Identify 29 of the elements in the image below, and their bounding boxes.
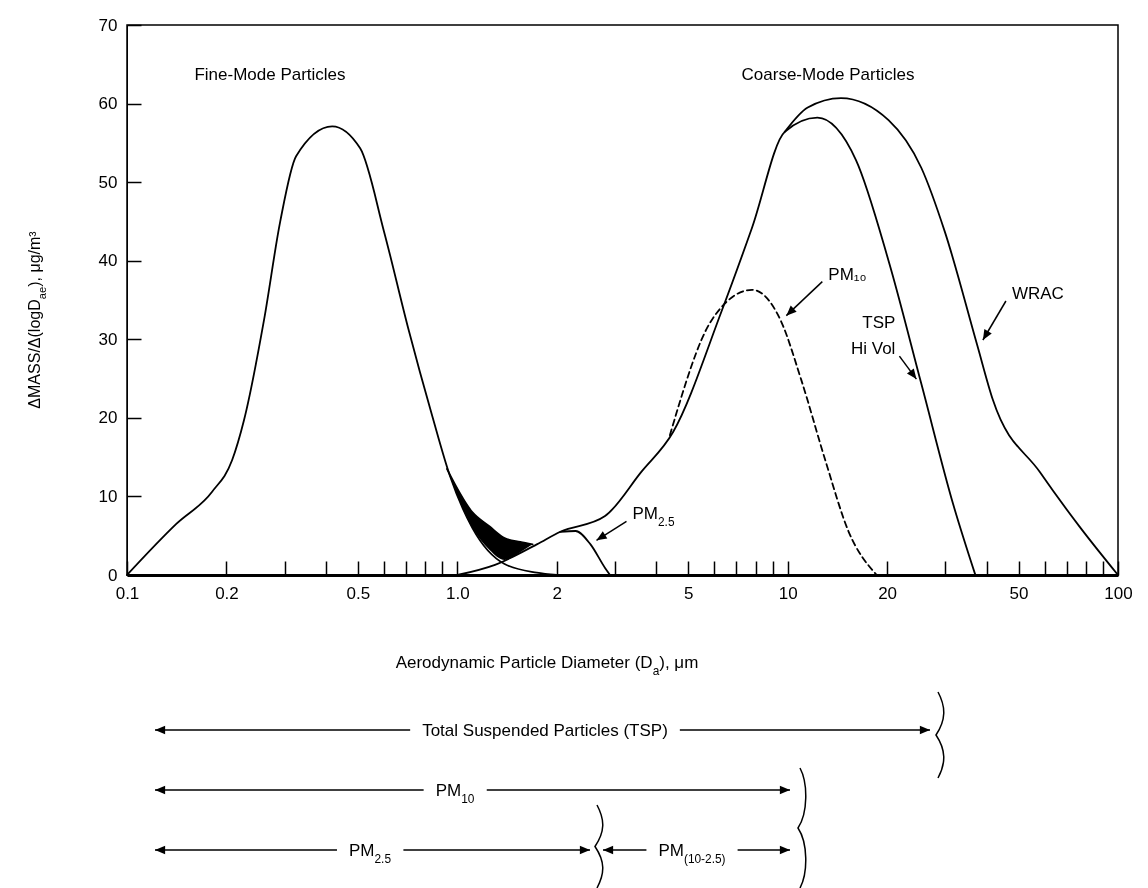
text: PM$_{2.5}$: [632, 504, 675, 530]
text: WRAC: [1011, 284, 1064, 303]
x-tick-label: 100: [1104, 583, 1133, 603]
annotation: Fine-Mode Particles: [194, 65, 346, 84]
y-tick-label: 50: [98, 172, 118, 192]
x-tick-label: 2: [552, 583, 563, 603]
x-tick-label: 1.0: [446, 583, 470, 603]
y-tick-label: 40: [98, 251, 118, 271]
y-tick-label: 10: [98, 486, 118, 506]
x-tick-label: 5: [683, 583, 694, 603]
text: Total Suspended Particles (TSP): [422, 721, 668, 740]
y-tick-label: 30: [98, 329, 118, 349]
y-tick-label: 70: [98, 15, 118, 35]
y-tick-label: 20: [98, 408, 118, 428]
text: PM$_{2.5}$: [348, 841, 392, 866]
x-axis-title: Aerodynamic Particle Diameter (D$_{a}$), μm: [395, 653, 699, 678]
text: PM₁₀: [828, 264, 867, 284]
x-tick-label: 10: [778, 583, 798, 603]
x-tick-label: 0.1: [115, 583, 140, 603]
annotation: Coarse-Mode Particles: [741, 65, 915, 84]
x-tick-label: 50: [1009, 583, 1029, 603]
x-tick-label: 20: [878, 583, 898, 603]
text: PM$_{10}$: [435, 781, 475, 806]
x-tick-label: 0.2: [215, 583, 239, 603]
y-tick-label: 0: [108, 565, 118, 585]
text: PM$_{(10-2.5)}$: [658, 841, 726, 866]
series-label: TSP Hi Vol: [850, 313, 896, 359]
y-tick-label: 60: [98, 94, 118, 114]
x-tick-label: 0.5: [346, 583, 371, 603]
